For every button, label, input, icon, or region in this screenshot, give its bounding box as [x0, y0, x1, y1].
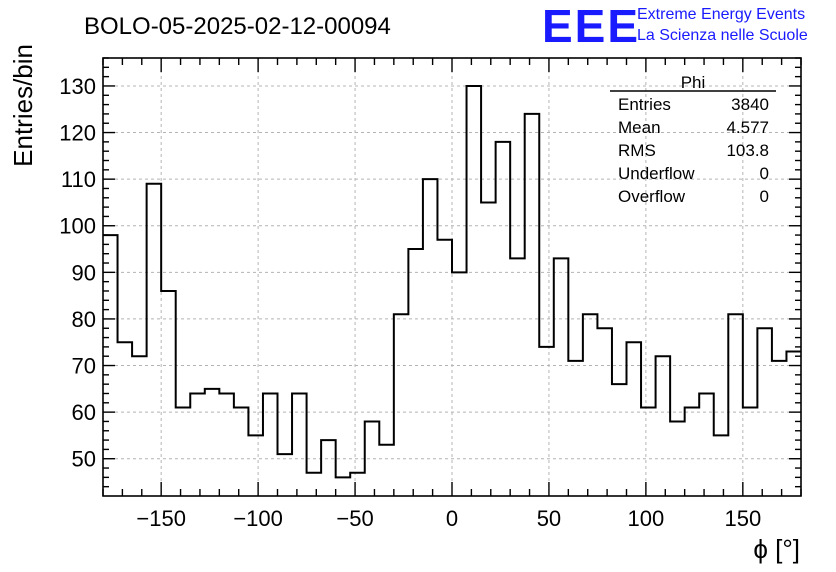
stats-row-label: RMS [618, 141, 656, 160]
histogram-bin [336, 477, 351, 496]
histogram-bin [248, 435, 263, 496]
histogram-bin [234, 407, 249, 496]
brand-line-1: Extreme Energy Events [637, 6, 805, 23]
stats-row-value: 3840 [731, 95, 769, 114]
x-axis-label: ϕ [°] [753, 534, 800, 564]
run-title: BOLO-05-2025-02-12-00094 [84, 13, 391, 40]
histogram-bin [641, 407, 656, 496]
histogram-bin [219, 393, 234, 496]
stats-row-label: Underflow [618, 164, 695, 183]
grid-layer [103, 58, 801, 496]
x-tick-label: −50 [336, 506, 373, 531]
histogram-bin [190, 393, 205, 496]
y-tick-label: 80 [72, 307, 96, 332]
histogram-bin [583, 314, 598, 496]
histogram-bin [394, 314, 409, 496]
histogram-bin [467, 86, 482, 496]
histogram-bin [161, 291, 176, 496]
histogram-bin [612, 384, 627, 496]
histogram-bin [132, 356, 147, 496]
histogram-bin [597, 328, 612, 496]
stats-title: Phi [681, 73, 706, 92]
histogram-bin [714, 435, 729, 496]
stats-box: Phi Entries 3840 Mean 4.577 RMS 103.8 Underflo… [610, 73, 776, 206]
histogram-bin [452, 272, 467, 496]
axes-layer: −150 −100 −50 0 50 100 150 50 60 70 80 90 100 110 120 1… [59, 57, 802, 531]
histogram-bin [147, 184, 162, 496]
y-tick-label: 130 [59, 74, 96, 99]
eee-logo: EEE [542, 0, 640, 52]
y-tick-label: 100 [59, 214, 96, 239]
histogram-bin [786, 352, 801, 496]
histogram-bin [554, 258, 569, 496]
histogram-bin [408, 249, 423, 496]
histogram-bin [350, 473, 365, 496]
histogram-bin [772, 361, 787, 496]
histogram-bin [437, 240, 452, 496]
histogram-bin [743, 407, 758, 496]
x-tick-label: −150 [136, 506, 186, 531]
histogram-bin [307, 473, 322, 496]
y-tick-label: 70 [72, 354, 96, 379]
histogram-bin [685, 407, 700, 496]
histogram-bin [423, 179, 438, 496]
stats-row-label: Mean [618, 118, 661, 137]
histogram-bin [118, 342, 133, 496]
histogram-bin [481, 202, 496, 496]
histogram-bin [292, 393, 307, 496]
y-tick-label: 90 [72, 260, 96, 285]
stats-row-value: 4.577 [726, 118, 769, 137]
histogram-bin [627, 342, 642, 496]
histogram-bin [670, 421, 685, 496]
y-tick-label: 110 [61, 167, 96, 192]
x-tick-label: 50 [537, 506, 561, 531]
brand-line-2: La Scienza nelle Scuole [637, 27, 808, 44]
x-tick-label: −100 [233, 506, 283, 531]
histogram-bin [365, 421, 380, 496]
y-tick-label: 60 [72, 400, 96, 425]
histogram-outline [103, 84, 801, 479]
stats-row-label: Entries [618, 95, 671, 114]
histogram-bin [263, 393, 278, 496]
histogram-bin [496, 142, 511, 496]
histogram-bin [757, 328, 772, 496]
histogram-bin [568, 361, 583, 496]
x-tick-label: 150 [724, 506, 761, 531]
y-tick-label: 50 [72, 447, 96, 472]
stats-row-value: 0 [760, 164, 769, 183]
y-tick-label: 120 [59, 121, 96, 146]
x-tick-label: 0 [446, 506, 458, 531]
x-tick-label: 100 [628, 506, 665, 531]
histogram-bin [656, 356, 671, 496]
stats-row-label: Overflow [618, 187, 686, 206]
histogram-bin [176, 407, 191, 496]
histogram-bin [379, 445, 394, 496]
histogram-layer [103, 84, 801, 496]
stats-row-value: 103.8 [726, 141, 769, 160]
histogram-bin [699, 393, 714, 496]
stats-row-value: 0 [760, 187, 769, 206]
histogram-bin [510, 258, 525, 496]
histogram-bin [205, 389, 220, 496]
histogram-bin [728, 314, 743, 496]
histogram-bin [525, 114, 540, 496]
histogram-bin [278, 454, 293, 496]
histogram-bin [539, 347, 554, 496]
histogram-bin [321, 440, 336, 496]
y-axis-label: Entries/bin [8, 44, 38, 167]
